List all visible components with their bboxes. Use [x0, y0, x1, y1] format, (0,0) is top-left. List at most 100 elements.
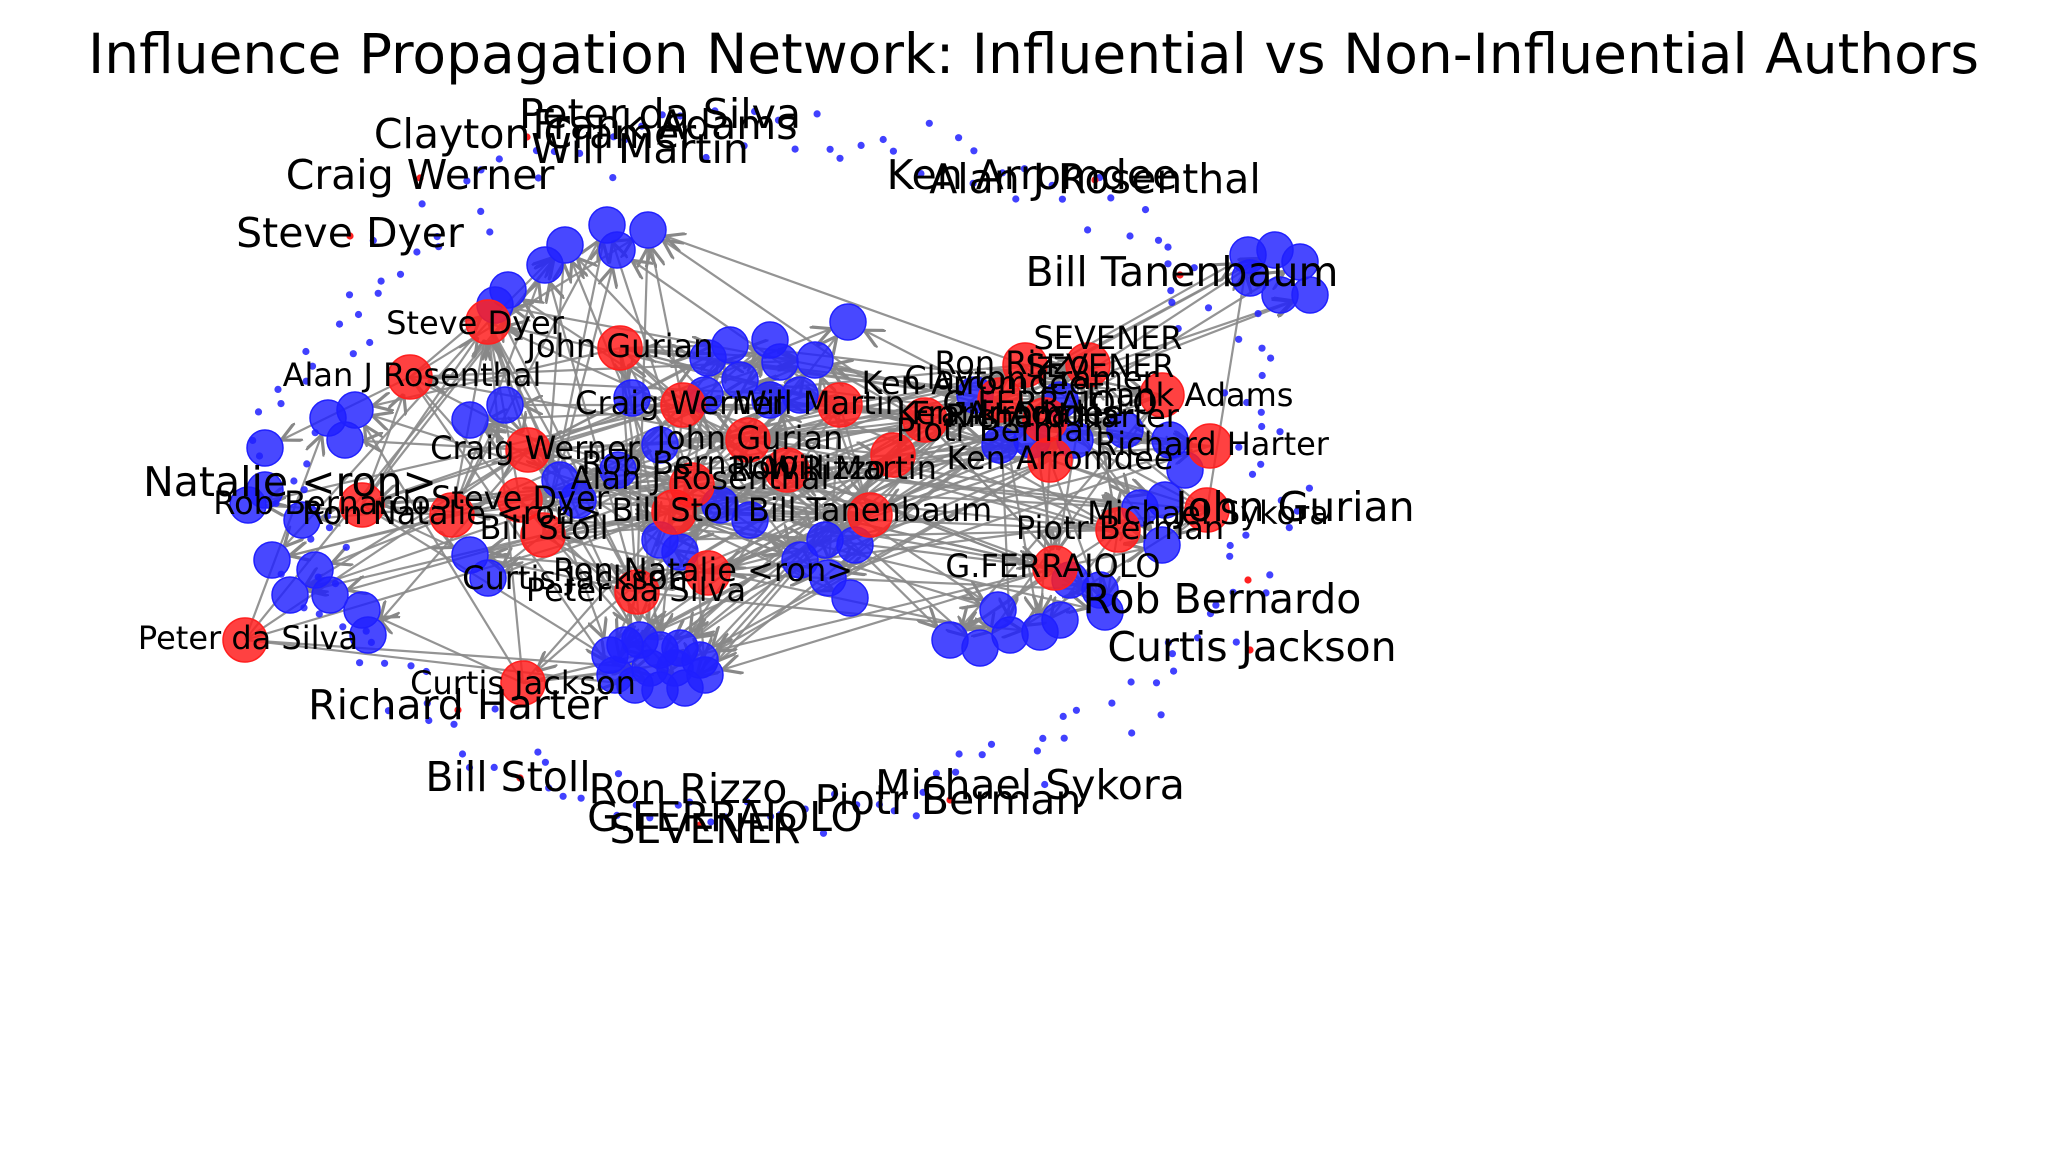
peripheral-node	[1285, 524, 1293, 532]
non-influential-node	[253, 541, 291, 579]
influence-edge	[503, 321, 638, 593]
peripheral-node	[1277, 496, 1285, 504]
influence-edge	[378, 617, 524, 685]
node-label: Steve Dyer	[431, 479, 610, 517]
peripheral-node	[813, 110, 821, 118]
peripheral-label: Rob Bernardo	[1083, 575, 1362, 623]
non-influential-node	[629, 211, 667, 249]
node-label: Richard Harter	[1095, 425, 1330, 463]
influential-node	[685, 550, 731, 596]
peripheral-node	[323, 512, 331, 520]
peripheral-label: Ken Arromdee	[887, 151, 1178, 199]
peripheral-node	[1127, 678, 1135, 686]
node-label: Ron Natalie <ron>	[302, 494, 602, 532]
non-influential-node	[796, 341, 834, 379]
peripheral-label: Bill Stoll	[425, 753, 590, 801]
peripheral-node	[1243, 398, 1251, 407]
peripheral-node	[1226, 541, 1234, 550]
peripheral-node	[1204, 304, 1213, 312]
peripheral-node	[1157, 711, 1165, 719]
influential-node	[902, 397, 948, 443]
node-label: Ron Natalie <ron>	[553, 551, 853, 589]
peripheral-node	[767, 812, 775, 821]
peripheral-node	[621, 136, 629, 144]
peripheral-node	[1293, 507, 1301, 515]
influence-edge	[845, 444, 1211, 572]
node-label: Will Martin	[767, 449, 937, 487]
peripheral-node	[740, 142, 748, 150]
peripheral-node	[1128, 729, 1136, 737]
peripheral-node	[1107, 194, 1115, 202]
influence-edge	[641, 419, 1046, 637]
peripheral-node	[774, 116, 783, 124]
node-label: Rob Bernardo	[213, 484, 430, 522]
peripheral-node	[978, 751, 986, 759]
peripheral-node	[354, 310, 363, 319]
node-label: Ron Rizzo	[934, 344, 1089, 382]
peripheral-node	[545, 784, 553, 792]
peripheral-node	[315, 610, 323, 618]
node-label: Frank Adams	[1087, 376, 1294, 414]
peripheral-node	[1267, 354, 1275, 362]
peripheral-node	[613, 811, 621, 820]
peripheral-label: Frank Adams	[532, 101, 797, 149]
non-influential-node	[731, 501, 769, 539]
influence-edge	[665, 236, 1026, 367]
peripheral-node	[433, 233, 441, 241]
influential-node	[222, 617, 268, 663]
influential-node	[817, 382, 863, 428]
peripheral-label: SEVENER	[610, 805, 801, 853]
peripheral-node	[356, 659, 364, 667]
peripheral-node	[658, 111, 666, 119]
peripheral-node	[302, 377, 310, 385]
peripheral-label: Clayton Cramer	[374, 110, 696, 158]
peripheral-node	[277, 400, 285, 408]
peripheral-node	[1167, 287, 1175, 295]
influence-edge	[244, 638, 632, 667]
non-influential-node	[979, 591, 1017, 629]
peripheral-node	[998, 169, 1007, 177]
peripheral-node	[349, 350, 357, 358]
influence-edge	[625, 454, 894, 645]
peripheral-node	[495, 155, 503, 163]
peripheral-influential-node	[346, 232, 354, 240]
peripheral-influential-node	[1176, 271, 1184, 279]
node-label: Clayton Cramer	[904, 359, 1156, 397]
peripheral-node	[1072, 706, 1080, 714]
peripheral-node	[477, 166, 485, 174]
peripheral-node	[1058, 195, 1066, 203]
peripheral-node	[826, 145, 834, 153]
peripheral-node	[1012, 195, 1020, 203]
non-influential-node	[1231, 259, 1269, 297]
node-label: Ron Rizzo	[730, 449, 885, 487]
peripheral-node	[1257, 460, 1265, 468]
peripheral-influential-node	[454, 706, 462, 714]
node-label: Will Martin	[735, 384, 905, 422]
peripheral-label: Natalie <ron>	[143, 458, 437, 506]
peripheral-node	[435, 243, 443, 251]
peripheral-node	[638, 122, 646, 130]
peripheral-influential-node	[523, 133, 531, 141]
peripheral-node	[302, 347, 310, 356]
peripheral-label: G.FERRAIOLO	[587, 793, 863, 841]
non-influential-node	[1261, 276, 1299, 314]
peripheral-node	[254, 408, 263, 416]
peripheral-node	[458, 750, 467, 758]
node-label: Frank Adams	[912, 394, 1119, 432]
peripheral-influential-node	[1246, 646, 1254, 654]
peripheral-node	[377, 277, 385, 285]
node-label: John Gurian	[655, 419, 844, 457]
node-layer	[222, 107, 1329, 837]
peripheral-influential-node	[416, 174, 424, 182]
peripheral-node	[1305, 484, 1313, 492]
influential-node	[725, 417, 771, 463]
influential-node	[651, 489, 697, 535]
peripheral-node	[776, 811, 784, 819]
peripheral-node	[987, 740, 996, 748]
influential-node	[1139, 372, 1185, 418]
peripheral-node	[801, 805, 809, 813]
peripheral-node	[674, 801, 682, 809]
peripheral-node	[955, 750, 963, 758]
peripheral-node	[491, 705, 499, 713]
